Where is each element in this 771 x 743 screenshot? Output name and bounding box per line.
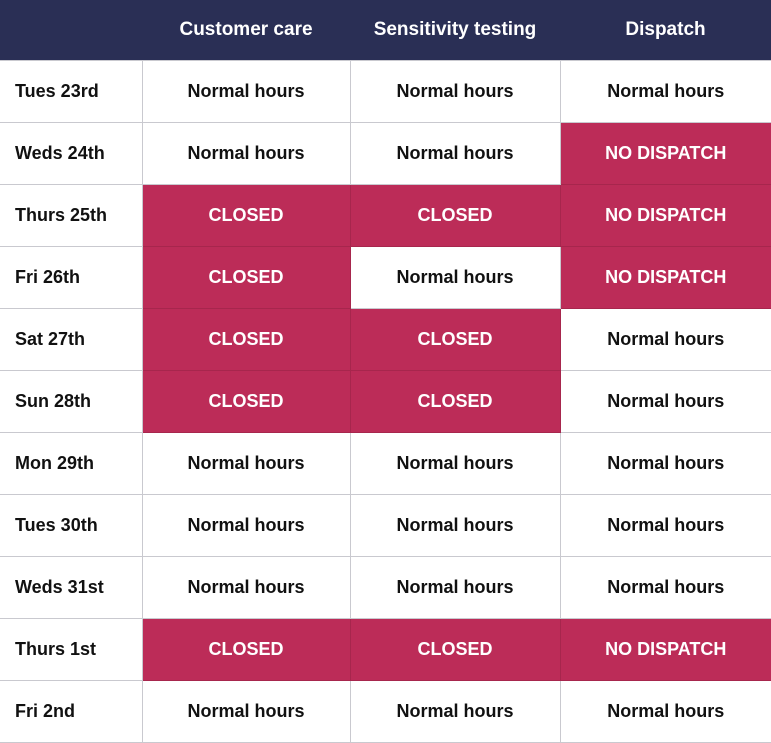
day-label: Sat 27th (0, 308, 143, 371)
status-cell: NO DISPATCH (559, 246, 771, 309)
table-row: Tues 23rd Normal hours Normal hours Normal … (0, 60, 771, 123)
table-row: Fri 2nd Normal hours Normal hours Normal ho… (0, 680, 771, 743)
table-row: Tues 30th Normal hours Normal hours Normal … (0, 494, 771, 557)
status-cell: Normal hours (141, 432, 351, 495)
table-row: Weds 31st Normal hours Normal hours Normal … (0, 556, 771, 619)
day-label: Thurs 1st (0, 618, 143, 681)
status-cell: Normal hours (141, 60, 351, 123)
day-label: Fri 2nd (0, 680, 143, 743)
status-cell: Normal hours (349, 556, 561, 619)
status-cell: NO DISPATCH (559, 618, 771, 681)
table-row: Fri 26th CLOSED Normal hours NO DISPATCH (0, 246, 771, 309)
day-label: Weds 31st (0, 556, 143, 619)
status-cell: CLOSED (349, 618, 561, 681)
column-header (0, 0, 142, 61)
column-header: Customer care (142, 0, 350, 61)
table-body: Tues 23rd Normal hours Normal hours Normal … (0, 60, 771, 743)
status-cell: CLOSED (141, 308, 351, 371)
status-cell: Normal hours (349, 680, 561, 743)
column-header: Dispatch (560, 0, 771, 61)
table-row: Weds 24th Normal hours Normal hours NO DISP… (0, 122, 771, 185)
status-cell: CLOSED (141, 370, 351, 433)
day-label: Tues 30th (0, 494, 143, 557)
column-header: Sensitivity testing (350, 0, 560, 61)
status-cell: Normal hours (559, 494, 771, 557)
status-cell: Normal hours (349, 122, 561, 185)
status-cell: CLOSED (349, 308, 561, 371)
header-row: Customer care Sensitivity testing Dispatch (0, 0, 771, 61)
status-cell: NO DISPATCH (559, 184, 771, 247)
status-cell: NO DISPATCH (559, 122, 771, 185)
status-cell: Normal hours (559, 308, 771, 371)
day-label: Sun 28th (0, 370, 143, 433)
day-label: Thurs 25th (0, 184, 143, 247)
table-row: Thurs 25th CLOSED CLOSED NO DISPATCH (0, 184, 771, 247)
status-cell: Normal hours (349, 60, 561, 123)
status-cell: Normal hours (141, 494, 351, 557)
status-cell: Normal hours (559, 680, 771, 743)
status-cell: Normal hours (559, 370, 771, 433)
status-cell: Normal hours (559, 60, 771, 123)
status-cell: Normal hours (141, 122, 351, 185)
status-cell: Normal hours (141, 556, 351, 619)
status-cell: Normal hours (559, 556, 771, 619)
day-label: Fri 26th (0, 246, 143, 309)
status-cell: Normal hours (349, 246, 561, 309)
table-row: Sun 28th CLOSED CLOSED Normal hours (0, 370, 771, 433)
status-cell: CLOSED (141, 184, 351, 247)
table-row: Sat 27th CLOSED CLOSED Normal hours (0, 308, 771, 371)
status-cell: Normal hours (141, 680, 351, 743)
day-label: Weds 24th (0, 122, 143, 185)
table-row: Thurs 1st CLOSED CLOSED NO DISPATCH (0, 618, 771, 681)
day-label: Tues 23rd (0, 60, 143, 123)
status-cell: Normal hours (349, 494, 561, 557)
status-cell: CLOSED (141, 618, 351, 681)
status-cell: Normal hours (349, 432, 561, 495)
day-label: Mon 29th (0, 432, 143, 495)
status-cell: Normal hours (559, 432, 771, 495)
table-row: Mon 29th Normal hours Normal hours Normal h… (0, 432, 771, 495)
status-cell: CLOSED (349, 370, 561, 433)
status-cell: CLOSED (349, 184, 561, 247)
status-cell: CLOSED (141, 246, 351, 309)
